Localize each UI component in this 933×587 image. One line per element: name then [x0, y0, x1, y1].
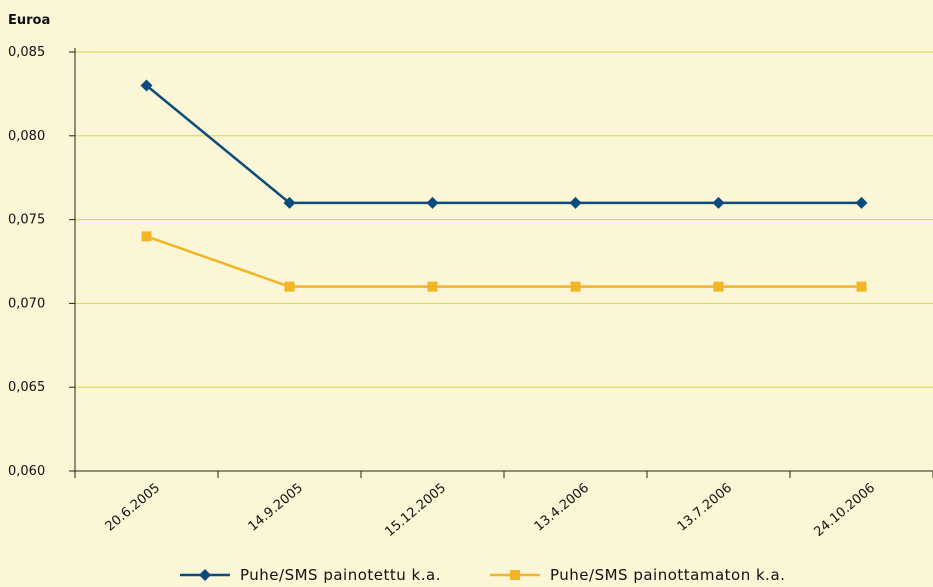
series-1 [140, 79, 868, 209]
x-tick-label: 14.9.2005 [246, 481, 306, 535]
data-point [569, 196, 582, 209]
legend-marker [510, 570, 520, 580]
y-tick-label: 0,080 [8, 129, 45, 144]
data-point [283, 196, 296, 209]
x-tick-label: 20.6.2005 [103, 481, 163, 535]
data-point [856, 281, 867, 292]
y-axis-ticks: 0,060 0,065 0,070 0,075 0,080 0,085 [8, 45, 75, 479]
data-point [713, 281, 724, 292]
series-group [140, 79, 868, 292]
x-axis-ticks: 20.6.2005 14.9.2005 15.12.2005 13.4.2006 13.… [74, 471, 933, 540]
legend: Puhe/SMS painotettu k.a. Puhe/SMS painott… [180, 566, 785, 584]
data-point [426, 196, 439, 209]
data-point [855, 196, 868, 209]
x-tick-label: 24.10.2006 [811, 481, 878, 540]
y-tick-label: 0,070 [8, 296, 45, 311]
data-point [284, 281, 295, 292]
data-point [570, 281, 581, 292]
y-tick-label: 0,085 [8, 45, 45, 60]
data-point [712, 196, 725, 209]
x-tick-label: 15.12.2005 [382, 481, 449, 540]
data-point [427, 281, 438, 292]
series-line [145, 84, 862, 205]
data-point [141, 231, 152, 242]
legend-marker [199, 569, 211, 581]
series-2 [141, 231, 867, 292]
legend-label: Puhe/SMS painotettu k.a. [240, 566, 441, 584]
axes [74, 48, 933, 472]
y-tick-label: 0,075 [8, 213, 45, 228]
y-axis-unit-label: Euroa [8, 13, 50, 28]
x-tick-label: 13.7.2006 [675, 481, 735, 535]
data-point [140, 79, 153, 92]
legend-label: Puhe/SMS painottamaton k.a. [550, 566, 785, 584]
x-tick-label: 13.4.2006 [532, 481, 592, 535]
y-tick-label: 0,065 [8, 380, 45, 395]
y-tick-label: 0,060 [8, 464, 45, 479]
series-line [146, 235, 862, 288]
gridlines [75, 51, 933, 388]
